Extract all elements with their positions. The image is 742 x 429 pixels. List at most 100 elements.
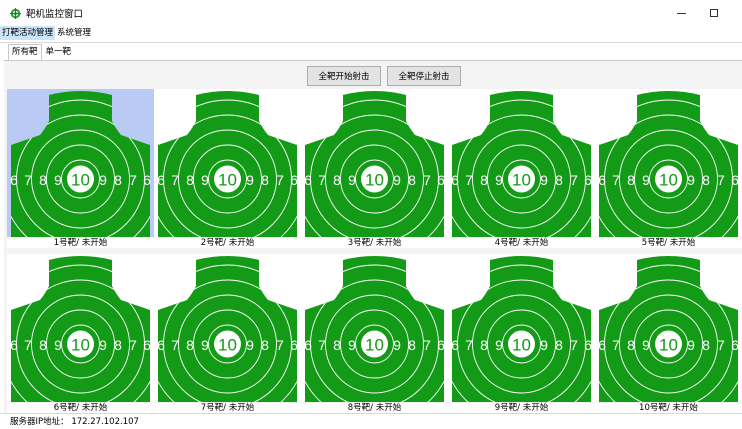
target-silhouette-icon: 106 7 8 9 9 8 7 6 bbox=[304, 256, 445, 402]
ring-number: 8 bbox=[555, 337, 563, 353]
center-ring-number: 10 bbox=[365, 171, 384, 190]
center-ring-number: 10 bbox=[71, 171, 90, 190]
ring-number: 6 bbox=[143, 172, 151, 188]
ring-number: 9 bbox=[201, 337, 209, 353]
target-cell[interactable]: 10 6 7 8 9 9 8 7 6 3号靶/ 未开始 bbox=[301, 89, 448, 254]
target-cell[interactable]: 10 6 7 8 9 9 8 7 6 6号靶/ 未开始 bbox=[7, 254, 154, 419]
target-face[interactable]: 10 6 7 8 9 9 8 7 6 bbox=[7, 89, 154, 237]
ring-number: 6 bbox=[437, 337, 445, 353]
target-face[interactable]: 10 6 7 8 9 9 8 7 6 bbox=[154, 254, 301, 402]
ring-number: 7 bbox=[570, 337, 578, 353]
target-face[interactable]: 10 6 7 8 9 9 8 7 6 bbox=[7, 254, 154, 402]
ring-number: 6 bbox=[290, 172, 298, 188]
ring-number: 8 bbox=[114, 337, 122, 353]
target-cell[interactable]: 10 6 7 8 9 9 8 7 6 9号靶/ 未开始 bbox=[448, 254, 595, 419]
ring-number: 7 bbox=[612, 337, 620, 353]
menu-item-shooting-activity[interactable]: 打靶活动管理 bbox=[0, 26, 56, 40]
target-cell[interactable]: 10 6 7 8 9 9 8 7 6 7号靶/ 未开始 bbox=[154, 254, 301, 419]
target-face[interactable]: 10 6 7 8 9 9 8 7 6 bbox=[448, 254, 595, 402]
minimize-icon bbox=[676, 12, 686, 14]
ring-number: 6 bbox=[731, 337, 739, 353]
stop-all-button[interactable]: 全靶停止射击 bbox=[387, 66, 461, 86]
target-face[interactable]: 10 6 7 8 9 9 8 7 6 bbox=[595, 89, 742, 237]
target-face[interactable]: 10 6 7 8 9 9 8 7 6 bbox=[301, 89, 448, 237]
ring-number: 9 bbox=[99, 337, 107, 353]
ring-number: 8 bbox=[333, 172, 341, 188]
ring-number: 6 bbox=[584, 337, 592, 353]
target-silhouette-icon: 106 7 8 9 9 8 7 6 bbox=[598, 91, 739, 237]
ring-number: 7 bbox=[171, 172, 179, 188]
tab-single-target[interactable]: 单一靶 bbox=[45, 47, 72, 57]
target-cell[interactable]: 10 6 7 8 9 9 8 7 6 10号靶/ 未开始 bbox=[595, 254, 742, 419]
ring-number: 8 bbox=[480, 337, 488, 353]
ring-number: 8 bbox=[480, 172, 488, 188]
ring-number: 6 bbox=[304, 172, 312, 188]
target-silhouette-icon: 106 7 8 9 9 8 7 6 bbox=[10, 91, 151, 237]
ring-number: 9 bbox=[687, 337, 695, 353]
target-face[interactable]: 10 6 7 8 9 9 8 7 6 bbox=[595, 254, 742, 402]
ring-number: 6 bbox=[437, 172, 445, 188]
target-cell[interactable]: 10 6 7 8 9 9 8 7 6 5号靶/ 未开始 bbox=[595, 89, 742, 254]
target-status-label: 7号靶/ 未开始 bbox=[154, 403, 301, 413]
ring-number: 7 bbox=[24, 337, 32, 353]
menu-bar: 打靶活动管理 系统管理 bbox=[0, 26, 742, 40]
target-silhouette-icon: 106 7 8 9 9 8 7 6 bbox=[451, 91, 592, 237]
ring-number: 9 bbox=[495, 172, 503, 188]
ring-number: 8 bbox=[408, 337, 416, 353]
ring-number: 7 bbox=[717, 337, 725, 353]
ring-number: 8 bbox=[627, 337, 635, 353]
target-face[interactable]: 10 6 7 8 9 9 8 7 6 bbox=[301, 254, 448, 402]
ring-number: 7 bbox=[318, 172, 326, 188]
target-face[interactable]: 10 6 7 8 9 9 8 7 6 bbox=[448, 89, 595, 237]
ring-number: 7 bbox=[318, 337, 326, 353]
title-bar: 靶机监控窗口 bbox=[0, 0, 742, 24]
target-silhouette-icon: 106 7 8 9 9 8 7 6 bbox=[10, 256, 151, 402]
target-face[interactable]: 10 6 7 8 9 9 8 7 6 bbox=[154, 89, 301, 237]
target-crosshair-icon bbox=[10, 8, 21, 19]
ring-number: 6 bbox=[304, 337, 312, 353]
ring-number: 7 bbox=[129, 172, 137, 188]
ring-number: 8 bbox=[39, 172, 47, 188]
center-ring-number: 10 bbox=[218, 171, 237, 190]
center-ring-number: 10 bbox=[512, 171, 531, 190]
ring-number: 6 bbox=[598, 337, 606, 353]
ring-number: 9 bbox=[201, 172, 209, 188]
minimize-button[interactable] bbox=[667, 4, 695, 22]
ring-number: 8 bbox=[627, 172, 635, 188]
target-cell[interactable]: 10 6 7 8 9 9 8 7 6 4号靶/ 未开始 bbox=[448, 89, 595, 254]
maximize-button[interactable] bbox=[700, 4, 728, 22]
center-ring-number: 10 bbox=[659, 336, 678, 355]
ring-number: 7 bbox=[24, 172, 32, 188]
center-ring-number: 10 bbox=[512, 336, 531, 355]
ring-number: 9 bbox=[99, 172, 107, 188]
server-ip-text: 服务器IP地址： 172.27.102.107 bbox=[10, 417, 139, 427]
ring-number: 8 bbox=[333, 337, 341, 353]
menu-divider bbox=[0, 42, 742, 43]
center-ring-number: 10 bbox=[365, 336, 384, 355]
target-cell[interactable]: 10 6 7 8 9 9 8 7 6 8号靶/ 未开始 bbox=[301, 254, 448, 419]
target-silhouette-icon: 106 7 8 9 9 8 7 6 bbox=[451, 256, 592, 402]
ring-number: 6 bbox=[598, 172, 606, 188]
start-all-button[interactable]: 全靶开始射击 bbox=[307, 66, 381, 86]
ring-number: 8 bbox=[555, 172, 563, 188]
target-cell[interactable]: 10 6 7 8 9 9 8 7 6 1号靶/ 未开始 bbox=[7, 89, 154, 254]
ring-number: 8 bbox=[702, 172, 710, 188]
target-cell[interactable]: 10 6 7 8 9 9 8 7 6 2号靶/ 未开始 bbox=[154, 89, 301, 254]
ring-number: 7 bbox=[423, 337, 431, 353]
ring-number: 8 bbox=[39, 337, 47, 353]
target-silhouette-icon: 106 7 8 9 9 8 7 6 bbox=[598, 256, 739, 402]
tab-all-targets[interactable]: 所有靶 bbox=[8, 44, 42, 60]
target-status-label: 8号靶/ 未开始 bbox=[301, 403, 448, 413]
target-status-label: 3号靶/ 未开始 bbox=[301, 238, 448, 248]
center-ring-number: 10 bbox=[218, 336, 237, 355]
ring-number: 8 bbox=[408, 172, 416, 188]
ring-number: 9 bbox=[54, 337, 62, 353]
target-status-label: 2号靶/ 未开始 bbox=[154, 238, 301, 248]
ring-number: 9 bbox=[540, 337, 548, 353]
ring-number: 9 bbox=[393, 172, 401, 188]
ring-number: 7 bbox=[717, 172, 725, 188]
ring-number: 7 bbox=[465, 337, 473, 353]
ring-number: 9 bbox=[687, 172, 695, 188]
ring-number: 6 bbox=[451, 172, 459, 188]
menu-item-system[interactable]: 系统管理 bbox=[57, 28, 92, 38]
